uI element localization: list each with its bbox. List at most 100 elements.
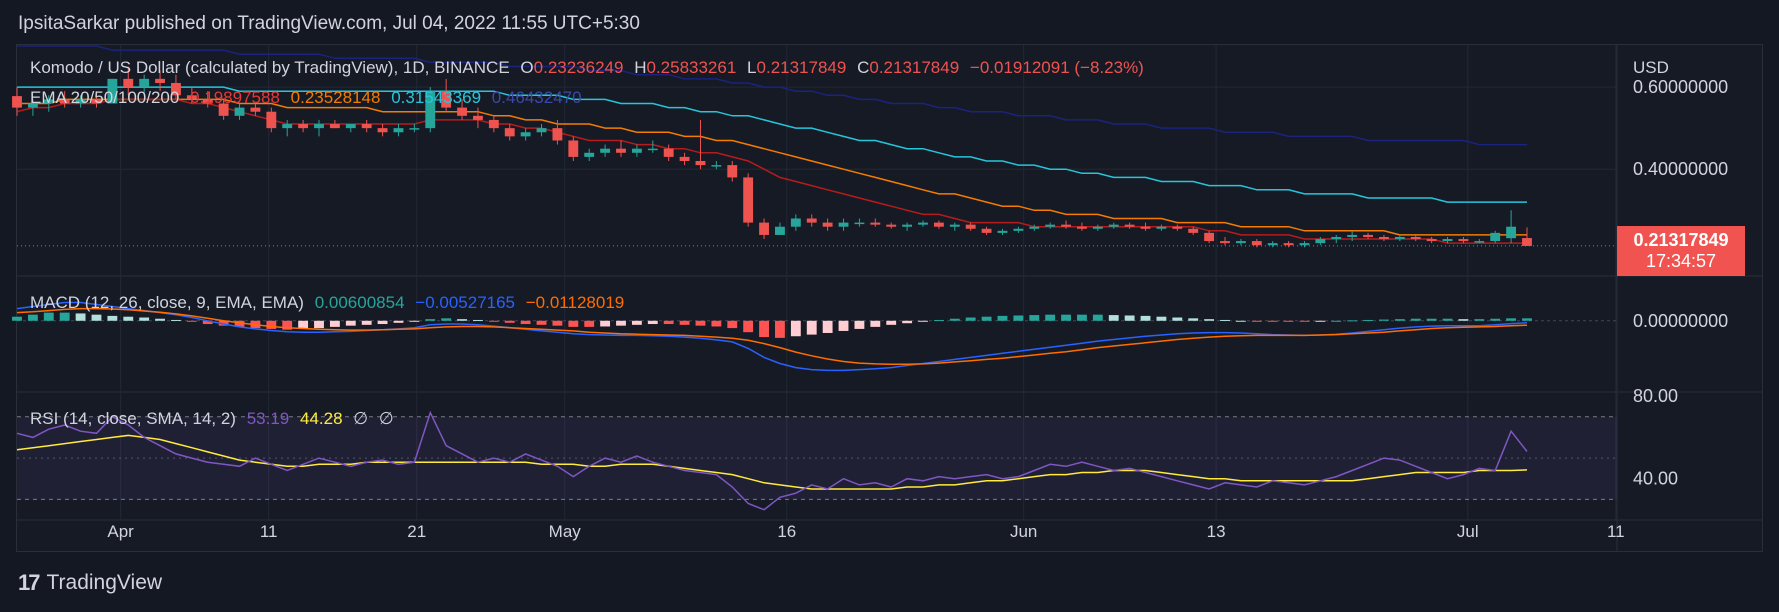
ema-label[interactable]: EMA 20/50/100/200 xyxy=(30,88,180,107)
macd-histogram-bar xyxy=(1442,318,1453,321)
macd-histogram-bar xyxy=(981,316,992,321)
candle-body xyxy=(616,148,626,153)
symbol-title[interactable]: Komodo / US Dollar (calculated by Tradin… xyxy=(30,58,510,77)
candle-body xyxy=(552,128,563,141)
rsi-tick-label: 80.00 xyxy=(1633,386,1678,406)
macd-histogram-bar xyxy=(218,320,229,326)
macd-histogram-bar xyxy=(1331,320,1342,322)
ema50-value: 0.23528148 xyxy=(290,88,381,107)
candle-body xyxy=(1283,243,1294,246)
tradingview-logo-icon[interactable]: 17 xyxy=(18,570,41,595)
rsi-tick-label: 40.00 xyxy=(1633,469,1678,489)
x-tick-label: 11 xyxy=(1607,522,1625,541)
candle-body xyxy=(1124,224,1135,227)
price-tick-label: 0.60000000 xyxy=(1633,77,1728,97)
macd-legend: MACD (12, 26, close, 9, EMA, EMA) 0.0060… xyxy=(30,293,630,313)
macd-histogram-bar xyxy=(1283,320,1294,322)
macd-histogram-bar xyxy=(1029,315,1040,321)
macd-histogram-bar xyxy=(345,320,356,326)
macd-label[interactable]: MACD (12, 26, close, 9, EMA, EMA) xyxy=(30,293,304,312)
candle-body xyxy=(457,107,467,116)
macd-signal-line xyxy=(16,307,1528,366)
ema50-line xyxy=(17,98,1527,236)
macd-histogram-bar xyxy=(1061,314,1071,321)
candle-body xyxy=(12,96,22,108)
macd-histogram-bar xyxy=(43,312,54,321)
rsi-extra1: ∅ xyxy=(353,409,369,428)
chart-frame[interactable] xyxy=(16,44,1763,552)
macd-histogram-bar xyxy=(12,316,22,321)
candle-body xyxy=(727,165,738,178)
macd-histogram-bar xyxy=(59,312,70,321)
candle-body xyxy=(155,78,165,83)
macd-histogram-bar xyxy=(282,320,293,330)
rsi-label[interactable]: RSI (14, close, SMA, 14, 2) xyxy=(30,409,236,428)
candle-body xyxy=(1251,241,1262,246)
macd-histogram-bar xyxy=(409,320,420,322)
ema200-value: 0.46432470 xyxy=(491,88,582,107)
candle-body xyxy=(171,82,181,96)
tradingview-brand[interactable]: TradingView xyxy=(46,571,163,594)
macd-histogram-bar xyxy=(329,320,340,327)
last-price: 0.21317849 xyxy=(1633,230,1729,250)
footer: 17 TradingView xyxy=(18,570,162,596)
low-label: L xyxy=(747,58,757,77)
candle-body xyxy=(27,103,38,108)
candle-body xyxy=(1108,224,1119,227)
candle-body xyxy=(298,124,309,129)
macd-histogram-bar xyxy=(1124,315,1135,321)
candle-body xyxy=(1220,241,1230,244)
ema-legend: EMA 20/50/100/200 0.19897588 0.23528148 … xyxy=(30,88,588,108)
candle-body xyxy=(965,224,976,229)
macd-histogram-bar xyxy=(1363,319,1373,321)
macd-histogram-bar xyxy=(1315,320,1326,322)
candle-body xyxy=(1379,236,1389,240)
macd-histogram-bar xyxy=(838,320,849,331)
candle-body xyxy=(1188,228,1199,233)
macd-histogram-bar xyxy=(965,317,976,321)
candle-body xyxy=(918,222,928,225)
candle-body xyxy=(790,218,801,227)
candle-body xyxy=(361,124,372,129)
candle-body xyxy=(1204,232,1215,242)
macd-histogram-bar xyxy=(743,320,754,333)
macd-histogram-bar xyxy=(1220,319,1230,321)
candle-body xyxy=(1394,236,1405,240)
candle-body xyxy=(314,124,324,129)
macd-histogram-bar xyxy=(1490,318,1501,321)
candle-body xyxy=(997,230,1008,233)
candle-body xyxy=(345,124,356,129)
candle-body xyxy=(441,91,452,108)
macd-histogram-bar xyxy=(1410,318,1421,321)
candle-body xyxy=(933,222,944,227)
macd-histogram-bar xyxy=(377,320,388,325)
macd-histogram-bar xyxy=(123,316,134,321)
macd-tick-label: 0.00000000 xyxy=(1633,311,1728,331)
macd-histogram-bar xyxy=(616,320,626,326)
candle-body xyxy=(1315,239,1326,244)
candle-body xyxy=(1045,224,1056,227)
macd-histogram-bar xyxy=(234,320,245,327)
ema100-value: 0.31543369 xyxy=(391,88,482,107)
macd-histogram-bar xyxy=(552,320,563,326)
macd-histogram-bar xyxy=(1458,319,1469,321)
candle-body xyxy=(536,128,547,133)
candle-body xyxy=(91,99,102,104)
candle-body xyxy=(1442,239,1453,242)
candle-body xyxy=(1347,234,1358,237)
candle-body xyxy=(59,99,70,104)
high-label: H xyxy=(634,58,647,77)
candle-body xyxy=(1267,243,1278,246)
candle-body xyxy=(329,124,340,129)
macd-histogram-bar xyxy=(139,317,150,321)
macd-histogram-bar xyxy=(1092,314,1103,321)
macd-histogram-bar xyxy=(918,320,928,322)
high-value: 0.25833261 xyxy=(646,58,737,77)
macd-histogram-bar xyxy=(695,320,706,326)
candle-body xyxy=(425,91,436,129)
candle-body xyxy=(584,152,595,157)
rsi-extra2: ∅ xyxy=(378,409,394,428)
macd-signal-value: −0.01128019 xyxy=(525,293,625,312)
candle-body xyxy=(234,107,245,116)
